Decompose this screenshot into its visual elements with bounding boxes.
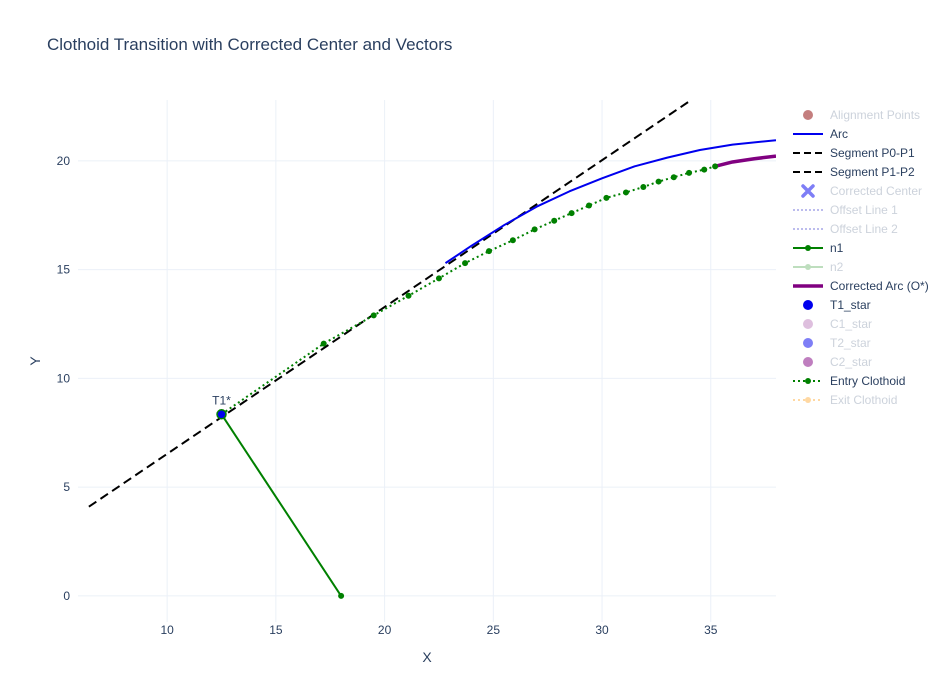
legend-label: T2_star	[830, 336, 871, 350]
legend-item-exit-clothoid[interactable]: Exit Clothoid	[793, 393, 897, 407]
entry-clothoid-point	[531, 226, 538, 233]
chart-title: Clothoid Transition with Corrected Cente…	[47, 35, 452, 54]
entry-clothoid-point	[640, 184, 647, 190]
legend: Alignment Points Arc Segment P0-P1 Segment …	[793, 108, 929, 407]
legend-label: Segment P0-P1	[830, 146, 915, 160]
entry-clothoid-point	[585, 202, 592, 209]
legend-marker	[805, 245, 811, 251]
entry-clothoid-point	[568, 210, 575, 217]
legend-item-arc[interactable]: Arc	[793, 127, 848, 141]
legend-label: Corrected Center	[830, 184, 922, 198]
legend-item-n1[interactable]: n1	[793, 241, 844, 255]
entry-clothoid-point	[551, 217, 558, 224]
entry-clothoid-point	[686, 169, 693, 176]
entry-clothoid-point	[370, 312, 377, 319]
n1-point	[338, 592, 345, 599]
y-tick-label: 15	[57, 263, 71, 277]
legend-marker	[805, 378, 811, 384]
n1-line	[220, 413, 342, 597]
legend-symbol	[803, 319, 813, 329]
x-tick-label: 20	[378, 623, 392, 637]
arc-line	[444, 139, 776, 264]
entry-clothoid-point	[603, 194, 610, 201]
legend-symbol	[803, 300, 813, 310]
entry-clothoid-point	[622, 189, 629, 196]
annotation-label: T1*	[212, 393, 231, 407]
legend-symbol	[801, 184, 815, 198]
t1-star-point	[216, 409, 227, 420]
legend-symbol	[803, 338, 813, 348]
y-tick-label: 5	[63, 480, 70, 494]
entry-clothoid-point	[655, 178, 662, 185]
corrected-arc-o-line	[714, 154, 776, 169]
legend-item-segment-p1-p2[interactable]: Segment P1-P2	[793, 165, 915, 179]
legend-label: Corrected Arc (O*)	[830, 279, 929, 293]
legend-item-c2-star[interactable]: C2_star	[803, 355, 872, 369]
entry-clothoid-point	[435, 275, 442, 282]
legend-marker	[805, 264, 811, 270]
legend-label: n1	[830, 241, 844, 255]
legend-item-segment-p0-p1[interactable]: Segment P0-P1	[793, 146, 915, 160]
y-tick-labels: 0 5 10 15 20	[57, 154, 71, 603]
segment-p0-p1-line	[88, 100, 692, 508]
legend-label: Exit Clothoid	[830, 393, 897, 407]
legend-symbol	[803, 110, 813, 120]
legend-item-c1-star[interactable]: C1_star	[803, 317, 872, 331]
legend-symbol	[803, 357, 813, 367]
entry-clothoid-line	[220, 165, 716, 416]
y-axis-title: Y	[27, 356, 43, 366]
legend-label: Alignment Points	[830, 108, 920, 122]
legend-item-offset-line-1[interactable]: Offset Line 1	[793, 203, 898, 217]
entry-clothoid-point	[712, 163, 719, 170]
x-tick-labels: 10 15 20 25 30 35	[160, 623, 717, 637]
legend-label: C1_star	[830, 317, 872, 331]
entry-clothoid-point	[405, 292, 412, 299]
legend-label: Entry Clothoid	[830, 374, 905, 388]
entry-clothoid-point	[670, 174, 677, 181]
entry-clothoid-point	[462, 260, 469, 267]
legend-item-t1-star[interactable]: T1_star	[803, 298, 871, 312]
legend-item-n2[interactable]: n2	[793, 260, 844, 274]
legend-label: Segment P1-P2	[830, 165, 915, 179]
entry-clothoid-point	[485, 248, 492, 255]
x-tick-label: 15	[269, 623, 283, 637]
plot-area[interactable]	[88, 100, 776, 599]
entry-clothoid-point	[701, 166, 708, 173]
legend-item-alignment-points[interactable]: Alignment Points	[803, 108, 920, 122]
legend-label: T1_star	[830, 298, 871, 312]
legend-label: n2	[830, 260, 844, 274]
legend-label: Offset Line 2	[830, 222, 898, 236]
legend-item-offset-line-2[interactable]: Offset Line 2	[793, 222, 898, 236]
legend-item-corrected-arc-o[interactable]: Corrected Arc (O*)	[793, 279, 929, 293]
legend-item-entry-clothoid[interactable]: Entry Clothoid	[793, 374, 905, 388]
legend-item-corrected-center[interactable]: Corrected Center	[801, 184, 922, 198]
entry-clothoid-point	[509, 237, 516, 244]
x-tick-label: 25	[487, 623, 501, 637]
grid-lines	[78, 100, 776, 622]
y-tick-label: 10	[57, 371, 71, 385]
x-tick-label: 30	[595, 623, 609, 637]
entry-clothoid-point	[320, 340, 327, 347]
annotations: T1*	[212, 393, 231, 407]
legend-label: C2_star	[830, 355, 872, 369]
x-tick-label: 35	[704, 623, 718, 637]
legend-marker	[805, 397, 811, 403]
legend-item-t2-star[interactable]: T2_star	[803, 336, 871, 350]
legend-label: Arc	[830, 127, 848, 141]
y-tick-label: 20	[57, 154, 71, 168]
y-tick-label: 0	[63, 589, 70, 603]
legend-label: Offset Line 1	[830, 203, 898, 217]
x-axis-title: X	[422, 649, 432, 665]
x-tick-label: 10	[160, 623, 174, 637]
